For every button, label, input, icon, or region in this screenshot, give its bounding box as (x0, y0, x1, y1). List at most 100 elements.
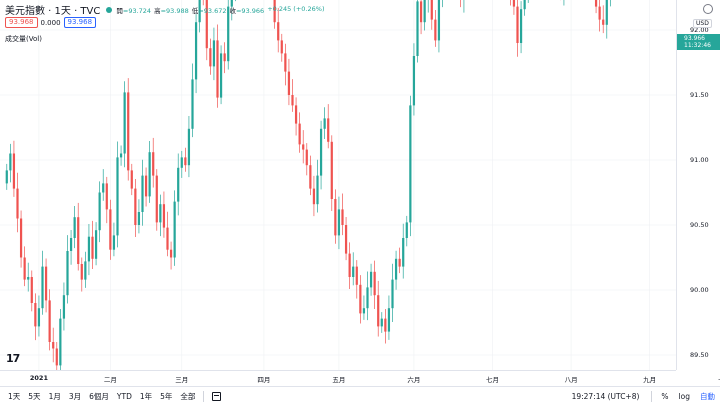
candle-body (216, 40, 219, 98)
candle-body (123, 92, 126, 154)
symbol-title[interactable]: 美元指數 · 1天 · TVC (5, 6, 101, 17)
candle-body (19, 218, 23, 258)
candle-body (102, 183, 105, 193)
candle-body (348, 253, 351, 277)
candle-body (55, 348, 58, 366)
candle-body (112, 235, 116, 250)
range-1y-button[interactable]: 1年 (139, 391, 153, 401)
candle-body (166, 227, 169, 250)
tradingview-logo[interactable]: 17 (6, 352, 20, 365)
candle-body (198, 0, 201, 23)
time-tick-label: 五月 (332, 376, 346, 384)
bar-countdown: 11:32:46 (684, 42, 711, 49)
candle-body (352, 266, 355, 277)
range-ytd-button[interactable]: YTD (116, 391, 132, 401)
range-3m-button[interactable]: 3月 (68, 391, 82, 401)
candle-body (337, 209, 341, 236)
candle-body (402, 238, 405, 267)
volume-indicator-label[interactable]: 成交量(Vol) (5, 35, 42, 43)
candle-body (48, 300, 51, 342)
range-1m-button[interactable]: 1月 (48, 391, 61, 401)
candle-body (594, 0, 598, 7)
candle-body (230, 0, 233, 7)
candle-body (130, 170, 133, 189)
candle-body (162, 204, 166, 228)
time-tick-label: 九月 (643, 376, 657, 384)
close-label: 收 (229, 6, 236, 15)
candle-body (5, 170, 8, 184)
range-6m-button[interactable]: 6個月 (89, 391, 109, 401)
sell-price-button[interactable]: 93.968 (5, 17, 38, 28)
candle-body (41, 266, 44, 309)
time-tick-label: 四月 (257, 376, 271, 384)
candle-body (84, 261, 87, 280)
candle-body (277, 22, 280, 41)
percent-toggle[interactable]: % (661, 392, 669, 401)
candle-body (377, 295, 380, 327)
candle-body (598, 6, 601, 20)
candle-body (219, 53, 223, 98)
candle-body (605, 0, 608, 25)
horizontal-gridlines (0, 29, 676, 356)
candle-body (355, 266, 358, 285)
candle-body (155, 175, 158, 223)
candle-body (291, 95, 294, 106)
candle-body (309, 165, 312, 189)
price-chart[interactable] (0, 0, 676, 370)
high-label: 高 (154, 6, 161, 15)
time-tick-label: 二月 (103, 376, 117, 384)
candle-body (212, 40, 216, 67)
currency-select[interactable]: USD (693, 19, 712, 28)
auto-scale-toggle[interactable]: 自動 (700, 392, 715, 401)
range-all-button[interactable]: 全部 (180, 391, 196, 401)
range-5y-button[interactable]: 5年 (160, 391, 173, 401)
candle-body (59, 318, 62, 366)
candle-body (105, 183, 108, 210)
candle-body (73, 217, 76, 238)
price-tick-label: 92.00 (690, 26, 709, 34)
candle-body (227, 6, 230, 62)
candle-body (519, 9, 523, 43)
candle-body (273, 0, 276, 23)
price-tick-label: 89.50 (690, 351, 709, 359)
candle-body (430, 0, 433, 20)
ohlc-values: 開=93.724 高=93.988 低=93.672 收=93.966 +0.2… (116, 5, 324, 15)
settings-icon[interactable] (703, 4, 713, 14)
vertical-gridlines (38, 0, 650, 370)
candle-body (416, 1, 419, 56)
toolbar-divider (651, 391, 653, 402)
candle-body (69, 238, 73, 251)
log-toggle[interactable]: log (678, 392, 690, 401)
candle-body (180, 157, 183, 168)
clock-display[interactable]: 19:27:14 (UTC+8) (571, 392, 640, 401)
candle-body (12, 153, 16, 189)
candle-body (223, 53, 226, 62)
time-tick-label: 六月 (407, 376, 421, 384)
candle-body (127, 92, 130, 171)
range-1d-button[interactable]: 1天 (8, 391, 21, 401)
candle-body (94, 230, 98, 259)
price-axis[interactable] (676, 0, 720, 370)
calendar-icon[interactable] (212, 391, 222, 401)
candle-body (91, 236, 94, 259)
candle-body (359, 284, 362, 314)
last-price-tag: 93.966 11:32:46 (677, 34, 720, 50)
candle-body (77, 217, 80, 264)
candle-body (369, 271, 373, 288)
candle-body (109, 209, 112, 250)
candle-body (523, 0, 526, 10)
time-tick-label: 十月 (718, 374, 720, 384)
open-value: =93.724 (122, 6, 152, 15)
candle-body (152, 152, 155, 176)
chart-header: 美元指數 · 1天 · TVC 開=93.724 高=93.988 低=93.6… (0, 0, 675, 36)
candle-body (298, 123, 301, 145)
candle-body (66, 251, 69, 296)
candle-body (373, 271, 376, 296)
price-tick-label: 90.00 (690, 286, 709, 294)
time-axis[interactable]: 2021 二月 三月 四月 五月 六月 七月 八月 九月 十月 (0, 370, 720, 384)
candle-body (512, 0, 516, 7)
range-5d-button[interactable]: 5天 (28, 391, 41, 401)
buy-price-button[interactable]: 93.968 (63, 17, 97, 28)
candle-body (334, 199, 337, 236)
candle-body (9, 153, 12, 171)
